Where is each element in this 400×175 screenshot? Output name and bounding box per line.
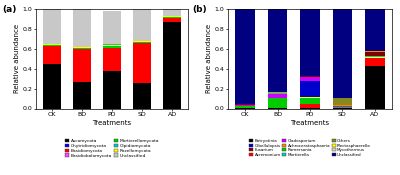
- Bar: [300, 104, 320, 108]
- Text: (a): (a): [2, 5, 17, 14]
- Bar: [268, 94, 287, 98]
- Bar: [365, 51, 384, 52]
- Bar: [300, 97, 320, 98]
- Bar: [43, 46, 61, 64]
- Bar: [300, 98, 320, 104]
- Bar: [300, 76, 320, 77]
- X-axis label: Treatments: Treatments: [92, 120, 132, 126]
- Bar: [163, 16, 181, 17]
- Bar: [163, 18, 181, 22]
- Bar: [268, 9, 287, 92]
- Bar: [103, 44, 121, 45]
- Bar: [300, 9, 320, 76]
- Bar: [333, 105, 352, 106]
- Legend: Botryotinia, Gibellulopsis, Fusarium, Acremonium, Cladosporium, Achroceratosphae: Botryotinia, Gibellulopsis, Fusarium, Ac…: [249, 139, 371, 157]
- Bar: [300, 77, 320, 81]
- Bar: [103, 48, 121, 71]
- Bar: [300, 81, 320, 97]
- Bar: [365, 9, 384, 51]
- Bar: [268, 93, 287, 94]
- Bar: [163, 9, 181, 16]
- Bar: [333, 107, 352, 108]
- Bar: [43, 45, 61, 46]
- Bar: [236, 105, 255, 106]
- Bar: [236, 106, 255, 108]
- Bar: [73, 48, 91, 49]
- X-axis label: Treatments: Treatments: [290, 120, 330, 126]
- Bar: [73, 47, 91, 48]
- Bar: [43, 64, 61, 108]
- Bar: [236, 104, 255, 105]
- Bar: [43, 44, 61, 45]
- Bar: [133, 83, 151, 108]
- Legend: Ascomycota, Chytridiomycota, Basidiomycota, Basidiobolomycota, Mortierellomycota: Ascomycota, Chytridiomycota, Basidiomyco…: [64, 139, 160, 158]
- Bar: [333, 8, 352, 98]
- Bar: [365, 52, 384, 56]
- Bar: [103, 46, 121, 48]
- Bar: [365, 66, 384, 108]
- Bar: [133, 41, 151, 42]
- Bar: [73, 9, 91, 47]
- Bar: [333, 98, 352, 105]
- Bar: [133, 42, 151, 43]
- Bar: [73, 49, 91, 82]
- Bar: [133, 43, 151, 83]
- Bar: [103, 11, 121, 44]
- Y-axis label: Relative abundance: Relative abundance: [14, 24, 20, 93]
- Bar: [333, 106, 352, 107]
- Text: (b): (b): [192, 5, 206, 14]
- Bar: [163, 22, 181, 108]
- Bar: [365, 58, 384, 66]
- Y-axis label: Relative abundance: Relative abundance: [206, 24, 212, 93]
- Bar: [43, 9, 61, 44]
- Bar: [268, 92, 287, 93]
- Bar: [365, 57, 384, 58]
- Bar: [73, 82, 91, 108]
- Bar: [365, 56, 384, 57]
- Bar: [103, 45, 121, 46]
- Bar: [103, 71, 121, 108]
- Bar: [163, 17, 181, 18]
- Bar: [236, 9, 255, 104]
- Bar: [133, 9, 151, 41]
- Bar: [268, 98, 287, 108]
